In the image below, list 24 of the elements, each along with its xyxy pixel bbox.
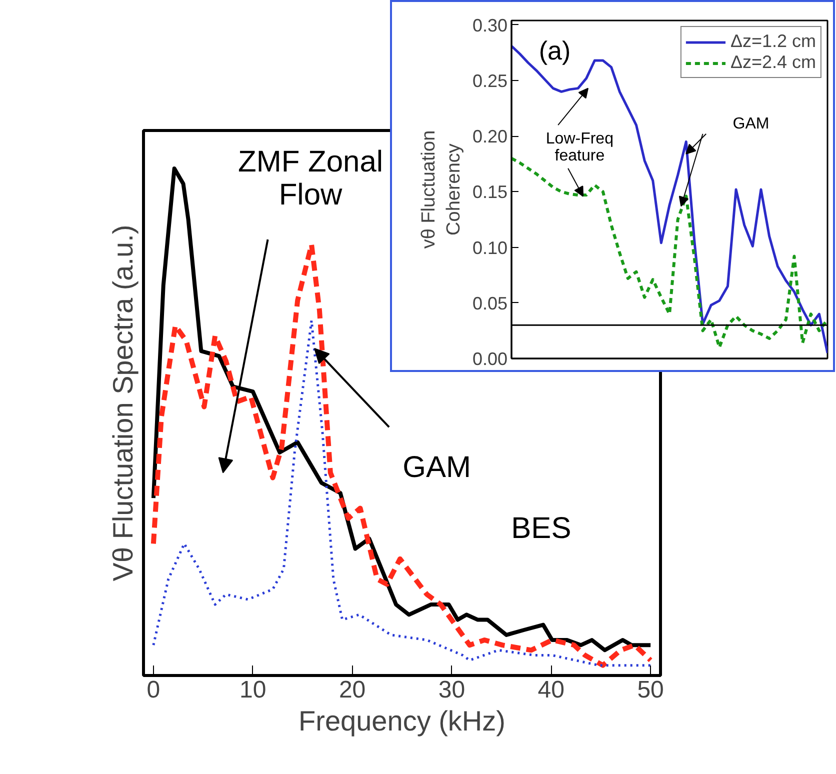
y-tick-label: 0.20 bbox=[472, 126, 508, 147]
x-tick-label: 50 bbox=[637, 676, 664, 704]
y-tick-label: 0.25 bbox=[472, 71, 508, 92]
legend-label: Δz=1.2 cm bbox=[730, 31, 816, 52]
y-axis-title: Vθ Fluctuation Spectra (a.u.) bbox=[108, 224, 138, 582]
y-tick-label: 0.00 bbox=[472, 349, 508, 369]
legend-label: Δz=2.4 cm bbox=[730, 52, 816, 73]
x-tick-label: 0 bbox=[146, 676, 160, 704]
annotation: (a) bbox=[538, 36, 571, 66]
x-tick-label: 40 bbox=[538, 676, 564, 704]
x-tick-label: 20 bbox=[338, 676, 366, 704]
annotation: GAM bbox=[732, 115, 770, 132]
y-tick-label: 0.05 bbox=[472, 293, 508, 314]
y-tick-label: 0.30 bbox=[472, 15, 508, 36]
x-tick-label: 10 bbox=[240, 676, 266, 704]
x-axis-title: Frequency (kHz) bbox=[298, 706, 506, 736]
annotation: Low-Freq feature bbox=[546, 130, 614, 164]
y-tick-label: 0.15 bbox=[472, 182, 508, 202]
x-tick-label: 30 bbox=[438, 676, 466, 704]
annotation: ZMF Zonal Flow bbox=[238, 146, 384, 212]
annotation: BES bbox=[511, 512, 572, 545]
y-tick-label: 0.10 bbox=[472, 238, 508, 258]
annotation: GAM bbox=[402, 451, 471, 484]
y-axis-title: vθ Fluctuation Coherency bbox=[418, 130, 464, 249]
